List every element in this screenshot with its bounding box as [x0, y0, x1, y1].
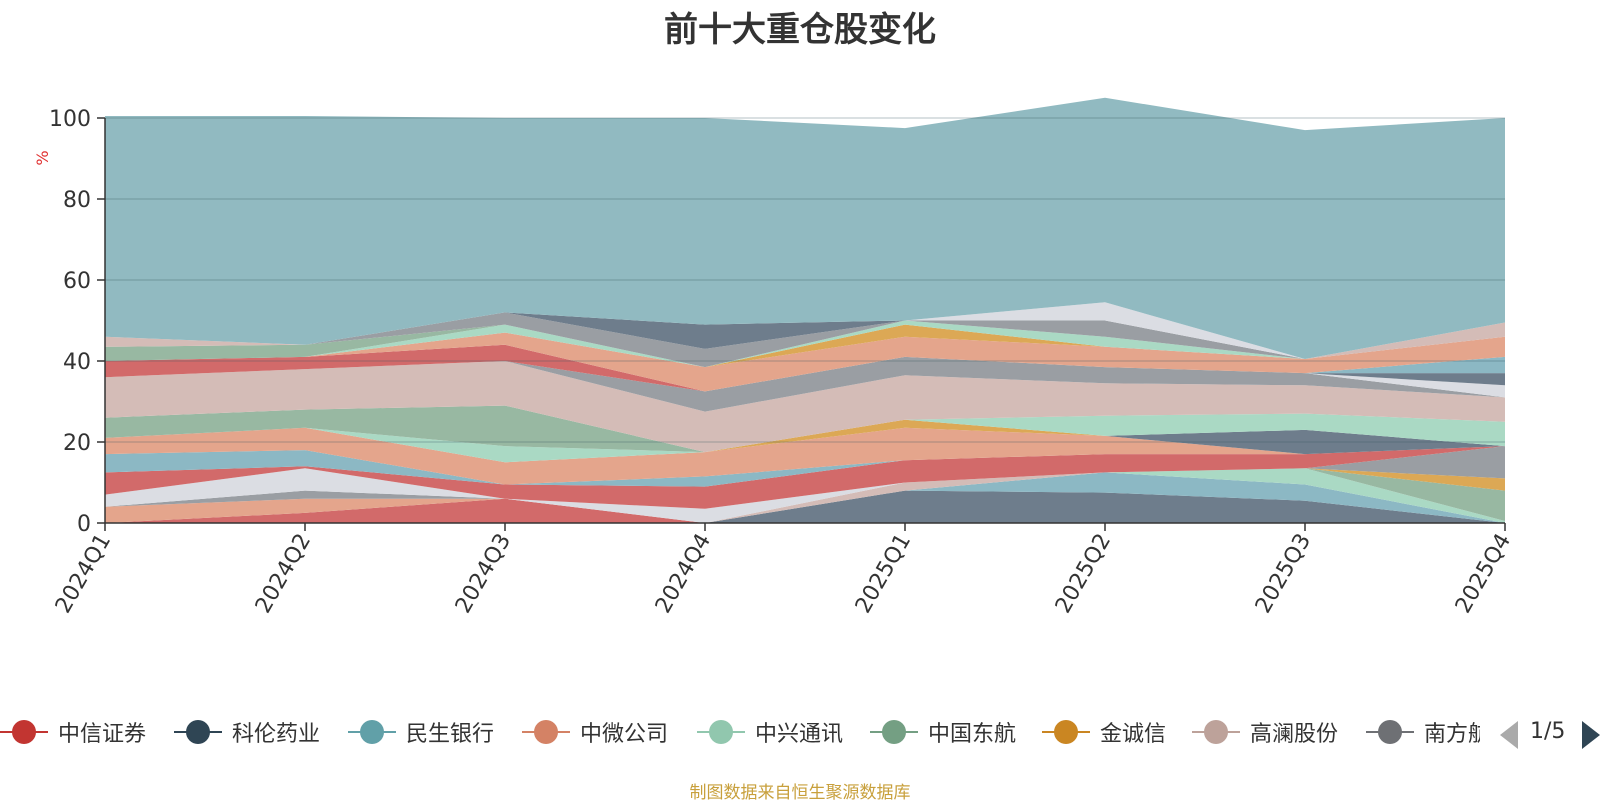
- y-tick-label: 20: [63, 431, 91, 456]
- legend-item-label: 科伦药业: [232, 722, 321, 747]
- chart-title: 前十大重仓股变化: [664, 10, 936, 50]
- area-series-33[interactable]: [105, 97, 1505, 360]
- x-tick-label: 2024Q2: [251, 530, 316, 618]
- legend-item[interactable]: 中信证券: [0, 712, 146, 752]
- legend-swatch-icon: [1366, 720, 1414, 744]
- legend-item-label: 中微公司: [580, 722, 669, 747]
- legend-item-label: 中信证券: [58, 722, 147, 747]
- legend-item[interactable]: 民生银行: [348, 712, 494, 752]
- y-tick-label: 100: [49, 107, 91, 132]
- legend-item-label: 高澜股份: [1250, 722, 1339, 747]
- area-series-12[interactable]: [105, 446, 1505, 487]
- area-series-16[interactable]: [105, 413, 1505, 463]
- area-series-19[interactable]: [105, 356, 1505, 412]
- source-note: 制图数据来自恒生聚源数据库: [689, 783, 911, 803]
- area-series-29[interactable]: [105, 312, 1505, 368]
- legend-item-label: 金诚信: [1100, 722, 1167, 747]
- legend-item-label: 中国东航: [928, 722, 1017, 747]
- area-series-28[interactable]: [105, 320, 1505, 368]
- x-tick-label: 2025Q2: [1051, 530, 1116, 618]
- x-tick-label: 2025Q1: [851, 530, 916, 618]
- area-series-18[interactable]: [105, 361, 1505, 453]
- legend-item[interactable]: 金诚信: [1042, 712, 1166, 752]
- legend-item[interactable]: 高澜股份: [1192, 712, 1338, 752]
- legend-item[interactable]: 中国东航: [870, 712, 1016, 752]
- area-series-13[interactable]: [105, 427, 1505, 485]
- stacked-area-chart: 0 20 40 60 80 100% 2024Q1 2024Q2 2024Q3 2024Q4 202…: [33, 97, 1516, 618]
- area-series-23[interactable]: [105, 344, 1505, 392]
- legend-swatch-icon: [1042, 720, 1090, 744]
- legend-swatch-dot: [882, 720, 906, 744]
- legend-item[interactable]: 南方航空: [1366, 712, 1480, 752]
- legend-swatch-dot: [534, 720, 558, 744]
- area-series-24[interactable]: [105, 332, 1505, 392]
- legend-page-indicator: 1/5: [1530, 719, 1566, 744]
- legend-swatch-dot: [709, 720, 733, 744]
- area-series-31[interactable]: [105, 302, 1505, 359]
- legend-next-page-icon[interactable]: [1582, 721, 1600, 749]
- legend-swatch-dot: [360, 720, 384, 744]
- x-tick-label: 2024Q3: [451, 530, 516, 618]
- legend-prev-page-icon[interactable]: [1500, 721, 1518, 749]
- legend-swatch-icon: [0, 720, 48, 744]
- x-tick-label: 2024Q4: [651, 530, 716, 618]
- y-axis-unit-label: %: [33, 150, 52, 165]
- legend-swatch-dot: [1378, 720, 1402, 744]
- x-tick-label: 2025Q3: [1251, 530, 1316, 618]
- area-series-2[interactable]: [105, 490, 1505, 523]
- legend-swatch-icon: [697, 720, 745, 744]
- legend-item[interactable]: 中兴通讯: [697, 712, 843, 752]
- area-series-1[interactable]: [105, 498, 1505, 523]
- legend: 中信证券 科伦药业 民生银行 中微公司 中兴通讯 中国东航 金诚信 高澜股份 南方航空: [0, 712, 1480, 752]
- legend-swatch-icon: [348, 720, 396, 744]
- area-series-7[interactable]: [105, 468, 1505, 523]
- legend-swatch-dot: [1054, 720, 1078, 744]
- area-series-3[interactable]: [105, 472, 1505, 523]
- legend-item[interactable]: 科伦药业: [174, 712, 320, 752]
- legend-swatch-icon: [522, 720, 570, 744]
- legend-item-label: 中兴通讯: [755, 722, 844, 747]
- y-tick-label: 40: [63, 350, 91, 375]
- area-series-17[interactable]: [105, 405, 1505, 453]
- legend-item[interactable]: 中微公司: [522, 712, 668, 752]
- legend-item-label: 民生银行: [406, 722, 495, 747]
- legend-swatch-dot: [1204, 720, 1228, 744]
- area-series-10[interactable]: [105, 446, 1505, 523]
- y-tick-label: 60: [63, 269, 91, 294]
- legend-swatch-icon: [174, 720, 222, 744]
- legend-swatch-dot: [186, 720, 210, 744]
- legend-item-label: 南方航空: [1424, 722, 1480, 747]
- legend-swatch-icon: [1192, 720, 1240, 744]
- x-tick-label: 2024Q1: [51, 530, 116, 618]
- y-tick-label: 0: [77, 512, 91, 537]
- legend-swatch-icon: [870, 720, 918, 744]
- area-series-11[interactable]: [105, 446, 1505, 509]
- y-tick-label: 80: [63, 188, 91, 213]
- legend-swatch-dot: [12, 720, 36, 744]
- area-series-14[interactable]: [105, 427, 1505, 463]
- x-tick-label: 2025Q4: [1451, 530, 1516, 618]
